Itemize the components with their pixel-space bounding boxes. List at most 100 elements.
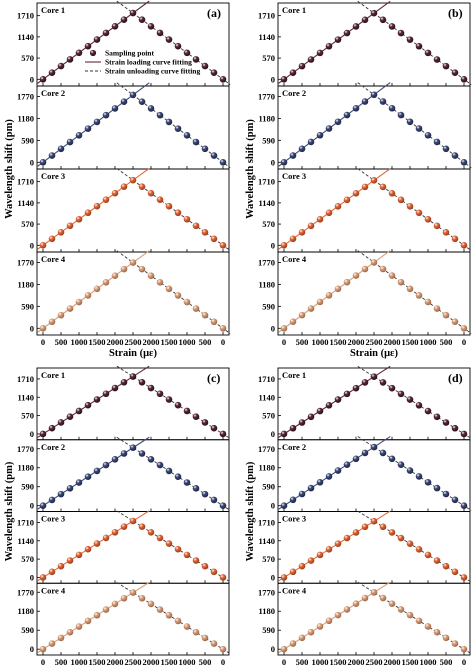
y-tick-label: 1710	[258, 517, 275, 527]
sampling-point	[433, 557, 441, 564]
sampling-point	[156, 29, 164, 37]
unloading-fit-line	[357, 168, 472, 251]
sampling-point	[280, 502, 288, 510]
y-tick-label: 1140	[258, 32, 275, 42]
sampling-point	[379, 594, 387, 602]
y-tick-label: 570	[262, 53, 275, 63]
sampling-point	[66, 305, 74, 312]
sampling-point	[39, 502, 47, 510]
sampling-point	[183, 132, 191, 139]
sampling-point	[352, 529, 360, 536]
sampling-point	[397, 534, 405, 542]
sampling-point	[325, 209, 333, 217]
y-tick-label: 590	[21, 301, 34, 311]
x-tick-label: 500	[440, 337, 453, 347]
sampling-point	[415, 42, 423, 50]
sampling-point	[48, 496, 56, 504]
x-tick-label: 2500	[366, 337, 383, 347]
sampling-point	[343, 111, 351, 119]
sampling-point	[111, 600, 119, 608]
y-tick-label: 0	[30, 572, 34, 582]
x-tick-label: 0	[41, 337, 45, 347]
sampling-point	[93, 36, 101, 43]
sampling-point	[316, 49, 324, 57]
sampling-point	[334, 118, 342, 126]
sampling-point	[388, 529, 396, 536]
sampling-point	[325, 125, 333, 132]
sampling-point	[343, 390, 351, 398]
subplot-core-2: 0 590 1180 1770 Core 2	[258, 82, 472, 170]
sampling-point	[210, 496, 218, 504]
subplot-frame	[277, 85, 471, 170]
sampling-point	[210, 152, 218, 159]
x-tick-label: 0	[41, 657, 45, 667]
y-tick-label: 1770	[258, 587, 275, 597]
sampling-point	[165, 285, 173, 293]
sampling-point	[102, 29, 110, 37]
sampling-point	[129, 91, 137, 99]
x-tick-label: 500	[199, 337, 212, 347]
sampling-point	[138, 523, 146, 530]
sampling-point	[361, 523, 369, 531]
panel-c: 0 570 1140 1710 Core 1 0 590 1180 1770 Core 2 0 570…	[4, 365, 231, 667]
y-axis-title: Wavelength shift (pm)	[245, 119, 256, 219]
sampling-point	[379, 379, 387, 386]
sampling-point	[39, 159, 47, 166]
y-tick-label: 0	[30, 157, 34, 167]
sampling-point	[48, 318, 56, 326]
subplot-core-2: 0 590 1180 1770 Core 2	[258, 436, 472, 512]
sampling-point	[370, 517, 378, 525]
sampling-point	[120, 183, 128, 190]
y-tick-label: 0	[271, 323, 275, 333]
x-tick-label: 1000	[420, 337, 437, 347]
sampling-point	[111, 189, 119, 197]
y-tick-label: 1140	[17, 536, 34, 546]
x-tick-label: 1500	[330, 657, 347, 667]
sampling-point	[388, 272, 396, 279]
sampling-point	[307, 56, 315, 63]
sampling-point	[165, 467, 173, 475]
sampling-point	[433, 628, 441, 636]
sampling-point	[415, 402, 423, 409]
x-tick-label: 2500	[125, 337, 142, 347]
sampling-point	[325, 473, 333, 480]
sampling-point	[201, 145, 209, 153]
legend-label: Sampling point	[105, 49, 154, 58]
sampling-point	[343, 606, 351, 613]
sampling-point	[57, 145, 65, 153]
sampling-point	[147, 528, 155, 536]
sampling-point	[84, 292, 92, 299]
subplot-core-3: 0 570 1140 1710 Core 3	[258, 510, 472, 584]
sampling-point	[379, 265, 387, 273]
x-tick-label: 500	[199, 657, 212, 667]
sampling-point	[183, 623, 191, 630]
sampling-point	[174, 42, 182, 50]
sampling-point	[325, 546, 333, 553]
sampling-point	[75, 49, 83, 57]
x-tick-label: 1000	[71, 657, 88, 667]
sampling-point	[289, 496, 297, 504]
sampling-point	[75, 407, 83, 415]
y-tick-label: 0	[271, 644, 275, 654]
sampling-point	[460, 325, 468, 332]
sampling-point	[156, 461, 164, 469]
sampling-point	[147, 23, 155, 30]
subplot-core-1: 0 570 1140 1710 Core 1	[258, 0, 472, 87]
sampling-point	[343, 29, 351, 37]
y-tick-label: 1710	[258, 177, 275, 187]
sampling-point	[156, 111, 164, 119]
sampling-point	[289, 152, 297, 159]
subplot-core-4: 0 590 1180 1770 Core 4	[258, 581, 472, 656]
sampling-point	[316, 131, 324, 139]
sampling-point	[370, 589, 378, 596]
x-tick-label: 0	[462, 337, 466, 347]
x-tick-label: 500	[296, 657, 309, 667]
sampling-point	[415, 546, 423, 553]
y-tick-label: 1180	[258, 606, 275, 616]
y-tick-label: 590	[21, 625, 34, 635]
sampling-point	[129, 176, 137, 184]
sampling-point	[460, 76, 468, 83]
sampling-point	[48, 235, 56, 243]
panel-letter: (b)	[448, 6, 463, 20]
